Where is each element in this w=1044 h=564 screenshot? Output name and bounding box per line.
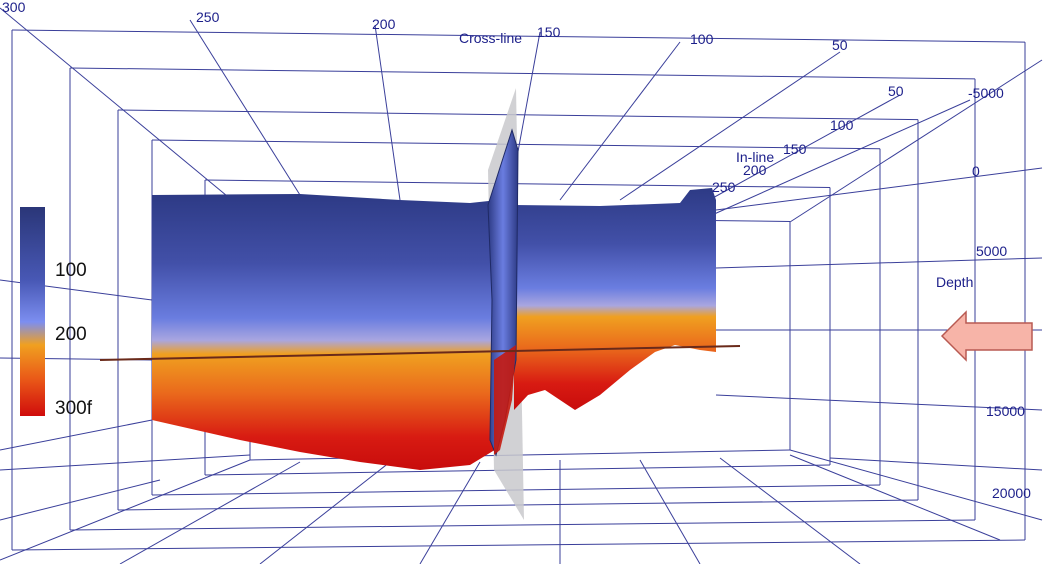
- depth-tick--5000: -5000: [968, 85, 1004, 101]
- grid-line: [0, 454, 251, 471]
- grid-line: [559, 41, 681, 201]
- grid-line: [715, 394, 1043, 411]
- grid-line: [0, 7, 251, 216]
- cross-line-tick-250: 250: [196, 9, 220, 25]
- grid-line: [0, 459, 251, 561]
- in-line-tick-100: 100: [830, 117, 854, 133]
- grid-line: [715, 257, 1043, 269]
- cross-line-axis-title: Cross-line: [459, 30, 522, 46]
- legend-colorbar: [20, 207, 45, 416]
- fault-sliver-red: [494, 345, 516, 455]
- cross-line-tick-150: 150: [537, 24, 561, 40]
- grid-line: [789, 59, 1043, 223]
- grid-line: [189, 19, 301, 196]
- cross-line-tick-300: 300: [2, 0, 26, 15]
- legend-label-300f: 300f: [55, 398, 93, 419]
- velocity-section-left: [152, 194, 498, 470]
- grid-line: [419, 461, 481, 564]
- velocity-section-right: [514, 188, 716, 410]
- grid-line: [789, 454, 1001, 541]
- depth-tick-0: 0: [972, 163, 980, 179]
- grid-line: [259, 461, 391, 564]
- horizon-line: [99, 345, 741, 361]
- grid-line: [117, 109, 919, 121]
- cross-line-tick-200: 200: [372, 16, 396, 32]
- depth-tick-5000: 5000: [976, 243, 1007, 259]
- velocity-legend: 100 200 300f: [20, 207, 93, 419]
- legend-label-100: 100: [55, 260, 87, 281]
- legend-label-200: 200: [55, 324, 87, 345]
- grid-line: [639, 459, 701, 564]
- cross-line-tick-100: 100: [690, 31, 714, 47]
- depth-axis-title: Depth: [936, 274, 973, 290]
- grid-line: [619, 51, 841, 201]
- in-line-axis-title: In-line: [736, 149, 774, 165]
- grid-line: [715, 167, 1043, 211]
- in-line-tick-50: 50: [888, 83, 904, 99]
- depth-tick-15000: 15000: [986, 403, 1025, 419]
- grid-line: [829, 457, 1043, 471]
- in-line-tick-250: 250: [712, 179, 736, 195]
- depth-tick-20000: 20000: [992, 485, 1031, 501]
- cross-line-tick-50: 50: [832, 37, 848, 53]
- grid-line: [119, 461, 301, 564]
- grid-line: [711, 99, 971, 216]
- grid-line: [0, 419, 153, 451]
- grid-line: [719, 457, 861, 564]
- grid-line: [69, 519, 976, 531]
- in-line-tick-150: 150: [783, 141, 807, 157]
- arrow-left-icon: [940, 310, 1033, 362]
- grid-line: [11, 539, 1026, 551]
- grid-line: [11, 29, 1026, 43]
- in-line-tick-200: 200: [743, 162, 767, 178]
- grid-line: [69, 67, 976, 80]
- grid-line: [699, 94, 901, 206]
- grid-line: [789, 449, 1043, 521]
- grid-line: [374, 24, 401, 201]
- grid-line: [0, 479, 161, 521]
